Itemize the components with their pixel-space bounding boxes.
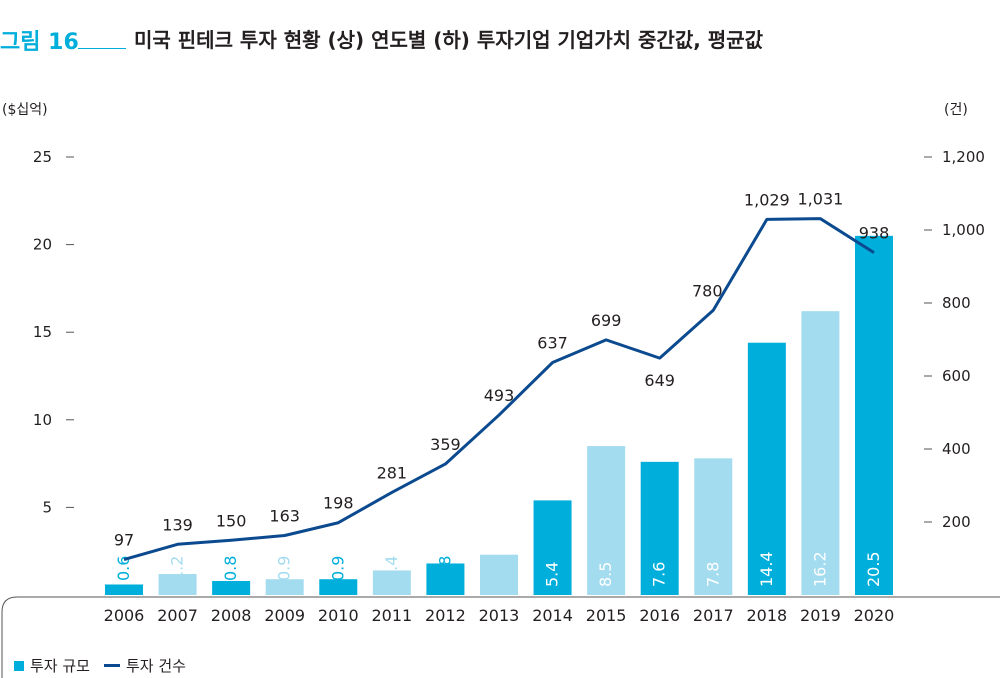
bar [479,554,518,595]
line-point-label: 198 [323,494,354,513]
bar-value-label: 0.9 [275,556,294,581]
bar-value-label: 14.4 [757,551,776,587]
y-right-tick-label: 1,000 [942,221,985,239]
bar [158,573,197,595]
x-tick-label: 2019 [800,606,841,625]
x-tick-label: 2018 [746,606,787,625]
bar-value-label: 7.8 [703,562,722,587]
bar [640,461,679,595]
bar [694,458,733,595]
x-tick-label: 2010 [318,606,359,625]
bar [426,563,465,595]
y-left-unit-label: ($십억) [2,102,48,118]
bar [212,580,251,595]
line-point-label: 150 [216,511,247,530]
bar [587,446,626,595]
x-axis-baseline [1,596,1000,678]
line-point-label: 163 [269,507,300,526]
figure-label: 그림 16 [0,30,79,55]
line-point-label: 699 [591,311,622,330]
bar-value-label: 0.9 [328,556,347,581]
bar [533,500,572,595]
line-point-label: 1,029 [744,190,790,209]
x-tick-label: 2020 [854,606,895,625]
y-left-tick-label: 5 [42,498,52,516]
bar-value-label: 16.2 [810,551,829,587]
y-right-tick-label: 1,200 [942,148,985,166]
x-tick-label: 2016 [639,606,680,625]
line-point-label: 139 [162,515,193,534]
x-tick-label: 2017 [693,606,734,625]
figure-header: 그림 16 미국 핀테크 투자 현황 (상) 연도별 (하) 투자기업 기업가치… [0,22,1000,62]
line-point-label: 281 [377,463,408,482]
legend-swatch-bar [14,660,24,671]
bar-value-label: 1.8 [435,556,454,581]
bar-value-label: 7.6 [650,562,669,587]
line-point-label: 359 [430,435,461,454]
y-left-tick-label: 20 [33,236,52,254]
line-series [123,217,875,562]
legend-swatch-line [103,664,120,667]
x-tick-label: 2012 [425,606,466,625]
bar [105,584,143,595]
bar-value-label: 1.4 [382,556,401,581]
bar-value-label: 1.2 [168,556,187,581]
figure-label-rule [78,48,126,49]
line-point-label: 649 [644,371,675,390]
bar [747,342,786,595]
y-left-tick-label: 10 [33,411,52,429]
bar [265,579,304,595]
y-right-unit-label: (건) [944,102,968,118]
bar [854,235,893,595]
y-right-tick-label: 600 [942,367,971,385]
x-tick-label: 2013 [479,606,520,625]
bar [319,579,358,595]
bar-value-label: 2.3 [489,556,508,581]
x-tick-label: 2006 [104,606,145,625]
legend-item-line: 투자 건수 [125,657,186,675]
bar-value-label: 20.5 [864,551,883,587]
x-tick-label: 2014 [532,606,573,625]
x-tick-label: 2011 [371,606,412,625]
line-point-label: 637 [537,333,568,352]
x-tick-label: 2007 [157,606,198,625]
y-left-tick-label: 15 [33,323,52,341]
bar-value-label: 0.8 [221,556,240,581]
bar [372,570,411,595]
legend-item-bar: 투자 규모 [30,657,90,675]
x-tick-label: 2015 [586,606,627,625]
bar-value-label: 5.4 [543,562,562,587]
legend: 투자 규모 투자 건수 [14,655,186,676]
y-right-tick-label: 400 [942,440,971,458]
x-tick-label: 2009 [264,606,305,625]
y-right-tick-label: 200 [942,513,971,531]
bar-value-label: 8.5 [596,562,615,587]
x-tick-label: 2008 [211,606,252,625]
line-point-label: 938 [859,224,890,243]
figure-title: 미국 핀테크 투자 현황 (상) 연도별 (하) 투자기업 기업가치 중간값, … [134,28,763,52]
y-left-tick-label: 25 [33,148,52,166]
bar [801,311,840,595]
line-point-label: 780 [692,281,723,300]
line-point-label: 97 [114,531,134,550]
line-point-label: 493 [484,386,515,405]
bar-value-label: 0.6 [114,556,133,581]
line-point-label: 1,031 [798,190,844,209]
y-right-tick-label: 800 [942,294,971,312]
